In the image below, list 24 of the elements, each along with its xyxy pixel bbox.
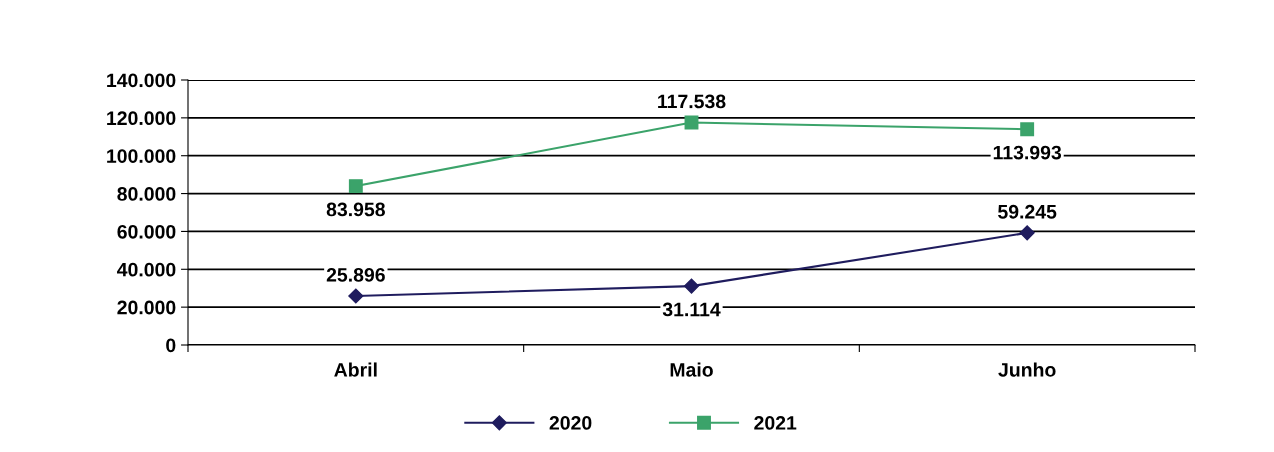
legend-label: 2020: [549, 416, 592, 430]
point: [1020, 122, 1035, 137]
point: [348, 179, 363, 194]
y-tick-label: 80.000: [117, 187, 176, 201]
data-label: 113.993: [993, 145, 1062, 160]
y-tick-label: 100.000: [107, 149, 176, 163]
data-label: 59.245: [998, 204, 1057, 219]
data-label: 25.896: [326, 267, 385, 282]
y-tick-label: 0: [166, 338, 176, 353]
x-tick-label: Maio: [670, 362, 713, 377]
x-tick-label: Junho: [998, 362, 1056, 377]
data-label: 83.958: [326, 202, 385, 217]
y-tick-label: 20.000: [117, 300, 176, 315]
y-tick-label: 40.000: [117, 262, 176, 277]
data-label: 117.538: [658, 94, 726, 109]
point: [1019, 225, 1035, 241]
point: [348, 288, 364, 304]
y-tick-label: 120.000: [107, 111, 176, 126]
y-tick-label: 140.000: [107, 73, 176, 88]
data-label: 31.114: [662, 302, 721, 317]
point: [683, 278, 700, 294]
x-tick-label: Abril: [334, 362, 377, 377]
y-tick-label: 60.000: [117, 224, 176, 239]
legend-label: 2021: [754, 416, 797, 430]
